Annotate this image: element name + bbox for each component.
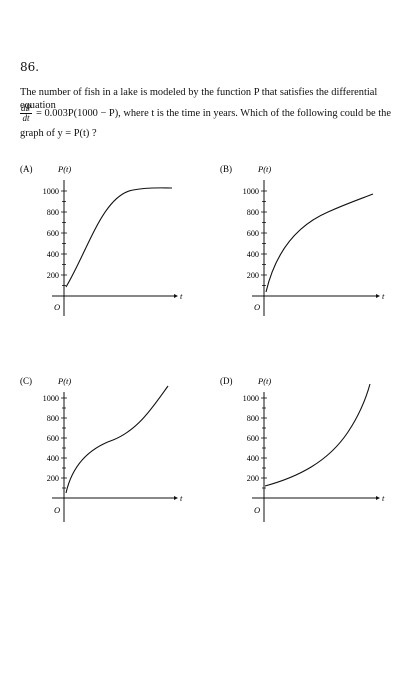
graph-b: (B) P(t) t O 1000 800 600 400 200 <box>220 164 385 316</box>
tick-label: 400 <box>247 250 259 259</box>
y-ticks <box>261 190 267 286</box>
graph-a: (A) P(t) t O 1000 800 600 400 200 <box>20 164 183 316</box>
tick-label: 600 <box>47 434 59 443</box>
tick-label: 400 <box>247 454 259 463</box>
y-ticks <box>61 190 67 286</box>
choice-label: (A) <box>20 164 33 174</box>
tick-label: 800 <box>47 414 59 423</box>
x-axis-label: t <box>180 493 183 503</box>
question-number: 86. <box>20 60 40 74</box>
question-stem: The number of fish in a lake is modeled … <box>20 87 378 111</box>
y-axis-label: P(t) <box>257 164 271 174</box>
x-axis-arrow <box>174 294 178 298</box>
tick-label: 800 <box>47 208 59 217</box>
tick-label: 600 <box>247 434 259 443</box>
x-axis-label: t <box>382 493 385 503</box>
tick-label: 1000 <box>243 187 259 196</box>
curve-b <box>265 193 374 293</box>
derivative-fraction: dP dt <box>20 104 32 123</box>
x-axis-label: t <box>382 291 385 301</box>
curve-d <box>264 383 371 487</box>
derivative-numerator: dP <box>20 103 32 114</box>
x-axis-label: t <box>180 291 183 301</box>
tick-label: 200 <box>47 474 59 483</box>
origin-label: O <box>254 505 260 515</box>
tick-label: 600 <box>47 229 59 238</box>
tick-label: 400 <box>47 454 59 463</box>
tick-label: 1000 <box>243 394 259 403</box>
tick-label: 200 <box>247 271 259 280</box>
y-axis-label: P(t) <box>57 164 71 174</box>
x-axis-arrow <box>174 496 178 500</box>
tick-label: 200 <box>47 271 59 280</box>
curve-c <box>65 385 169 494</box>
y-ticks <box>261 397 267 489</box>
x-axis-arrow <box>376 496 380 500</box>
y-ticks <box>61 397 67 489</box>
question-prompt: graph of y = P(t) ? <box>20 128 97 139</box>
tick-label: 400 <box>47 250 59 259</box>
choice-label: (B) <box>220 164 232 174</box>
y-axis-label: P(t) <box>257 376 271 386</box>
tick-label: 1000 <box>43 394 59 403</box>
equation-text: = 0.003P(1000 − P), where t is the time … <box>36 108 391 119</box>
tick-label: 800 <box>247 208 259 217</box>
tick-label: 800 <box>247 414 259 423</box>
choice-label: (D) <box>220 376 233 386</box>
choice-label: (C) <box>20 376 32 386</box>
tick-label: 1000 <box>43 187 59 196</box>
origin-label: O <box>54 302 60 312</box>
tick-label: 600 <box>247 229 259 238</box>
derivative-denominator: dt <box>22 113 30 123</box>
graph-d: (D) P(t) t O 1000 800 600 400 200 <box>220 376 385 522</box>
curve-a <box>65 187 173 288</box>
origin-label: O <box>54 505 60 515</box>
tick-label: 200 <box>247 474 259 483</box>
differential-equation: dP dt = 0.003P(1000 − P), where t is the… <box>20 104 391 123</box>
y-axis-label: P(t) <box>57 376 71 386</box>
graph-c: (C) P(t) t O 1000 800 600 400 200 <box>20 376 183 522</box>
x-axis-arrow <box>376 294 380 298</box>
origin-label: O <box>254 302 260 312</box>
